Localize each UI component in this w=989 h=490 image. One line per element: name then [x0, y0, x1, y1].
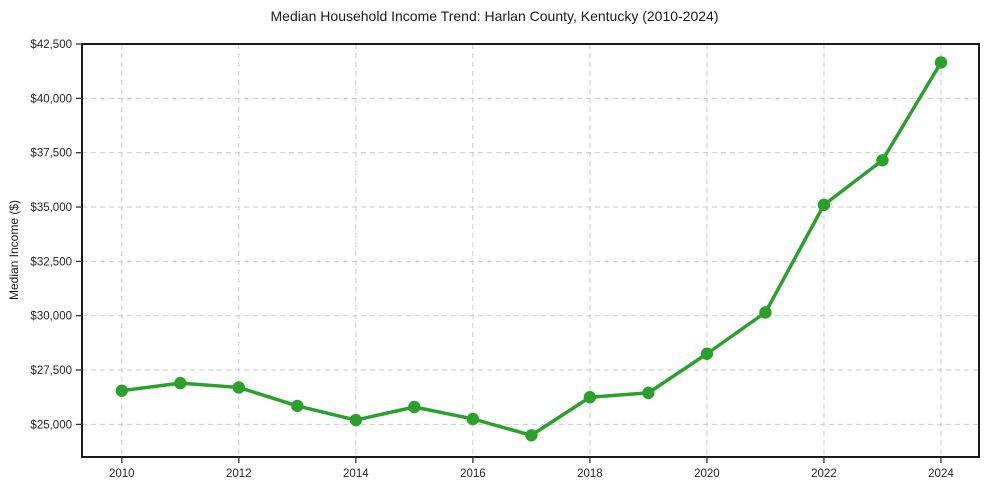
- data-point: [759, 306, 772, 319]
- y-tick-label: $40,000: [30, 93, 72, 105]
- data-point: [115, 384, 128, 397]
- data-point: [583, 391, 597, 404]
- data-point: [700, 347, 714, 360]
- x-tick-label: 2010: [109, 468, 135, 480]
- income-trend-line: [120, 60, 943, 438]
- y-tick-label: $25,000: [30, 419, 72, 431]
- data-point: [408, 400, 421, 414]
- data-point: [876, 154, 889, 167]
- x-tick-label: 2016: [460, 468, 486, 480]
- chart-title: Median Household Income Trend: Harlan Co…: [270, 8, 719, 24]
- x-tick-label: 2020: [694, 468, 720, 480]
- y-tick-label: $27,500: [30, 365, 72, 377]
- data-point: [232, 381, 246, 394]
- data-point: [349, 413, 363, 427]
- x-tick-label: 2014: [343, 468, 369, 480]
- data-point: [934, 56, 948, 69]
- y-tick-label: $32,500: [30, 256, 72, 268]
- y-tick-label: $35,000: [30, 202, 72, 214]
- x-tick-label: 2018: [577, 468, 603, 480]
- x-tick-label: 2024: [928, 468, 954, 480]
- data-point: [817, 198, 831, 212]
- plot-border: [81, 43, 980, 458]
- y-tick-label: $30,000: [30, 311, 72, 323]
- data-point: [291, 399, 304, 413]
- data-point: [174, 376, 187, 390]
- y-tick-label: $42,500: [30, 39, 72, 51]
- x-tick-label: 2022: [811, 468, 837, 480]
- y-tick-label: $37,500: [30, 148, 72, 160]
- x-tick-label: 2012: [226, 468, 252, 480]
- data-point: [642, 386, 655, 400]
- data-point: [466, 412, 480, 426]
- data-point: [525, 429, 538, 442]
